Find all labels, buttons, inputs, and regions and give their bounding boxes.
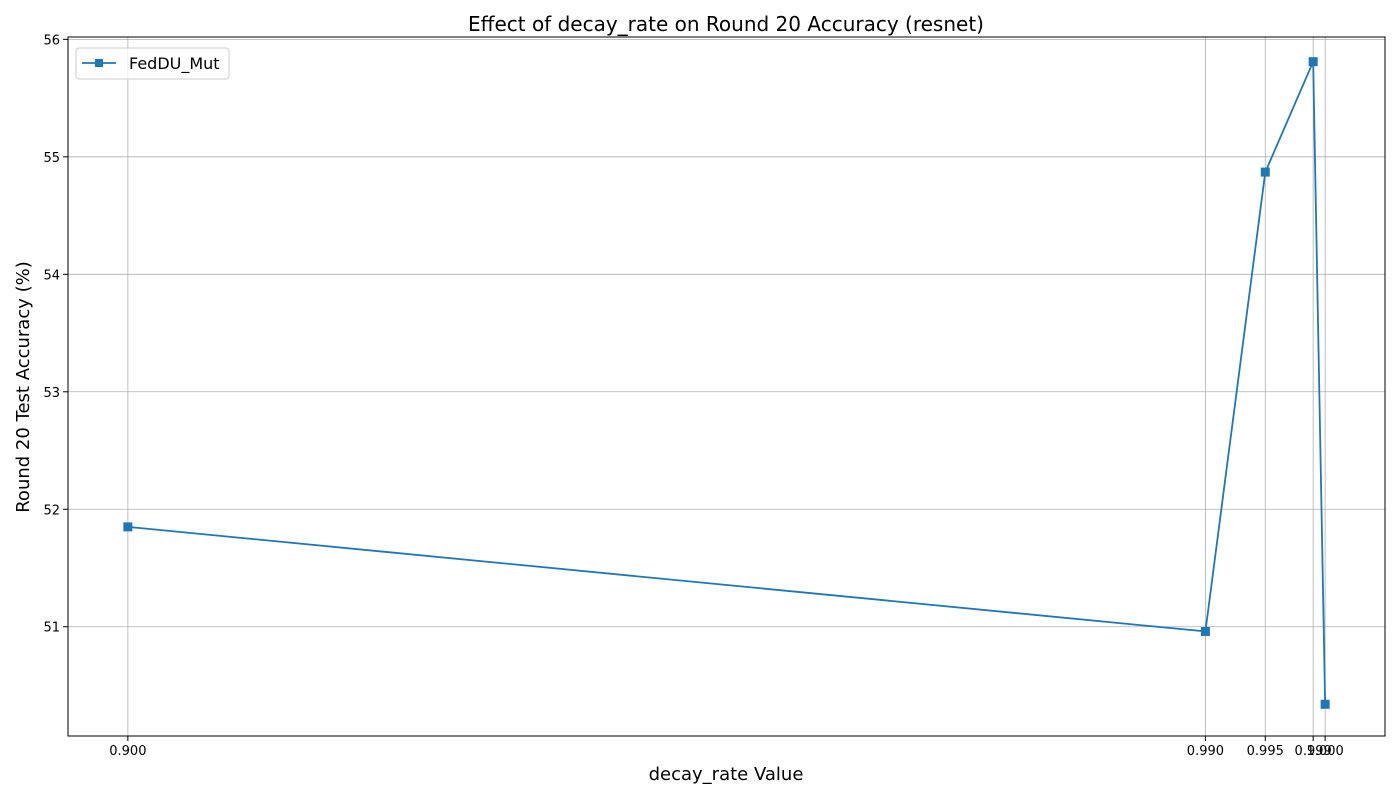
x-axis-label: decay_rate Value <box>649 764 804 785</box>
x-tick-label: 0.999 <box>1295 744 1332 759</box>
data-point-marker <box>1320 699 1330 709</box>
y-axis-label: Round 20 Test Accuracy (%) <box>13 261 34 513</box>
x-tick-label: 1.000 <box>1307 744 1344 759</box>
legend: FedDU_Mut <box>75 47 230 80</box>
y-tick-label: 51 <box>43 621 60 636</box>
x-tick-label: 0.900 <box>109 744 146 759</box>
data-point-marker <box>1308 57 1318 67</box>
data-point-marker <box>1200 626 1210 636</box>
y-tick-label: 53 <box>43 386 60 401</box>
y-tick-label: 54 <box>43 268 60 283</box>
series-layer <box>123 57 1330 709</box>
y-tick-label: 55 <box>43 151 60 166</box>
legend-label: FedDU_Mut <box>129 54 220 74</box>
x-tick-label: 0.995 <box>1247 744 1284 759</box>
data-point-marker <box>1260 167 1270 177</box>
y-tick-label: 52 <box>43 503 60 518</box>
legend-marker-icon <box>95 59 103 67</box>
grid-layer <box>68 37 1385 736</box>
data-point-marker <box>123 522 133 532</box>
y-tick-label: 56 <box>43 33 60 48</box>
x-tick-label: 0.990 <box>1187 744 1224 759</box>
legend-frame <box>75 47 230 80</box>
series-line <box>127 61 1327 705</box>
plot-frame <box>67 36 1386 737</box>
chart-title: Effect of decay_rate on Round 20 Accurac… <box>468 12 984 36</box>
